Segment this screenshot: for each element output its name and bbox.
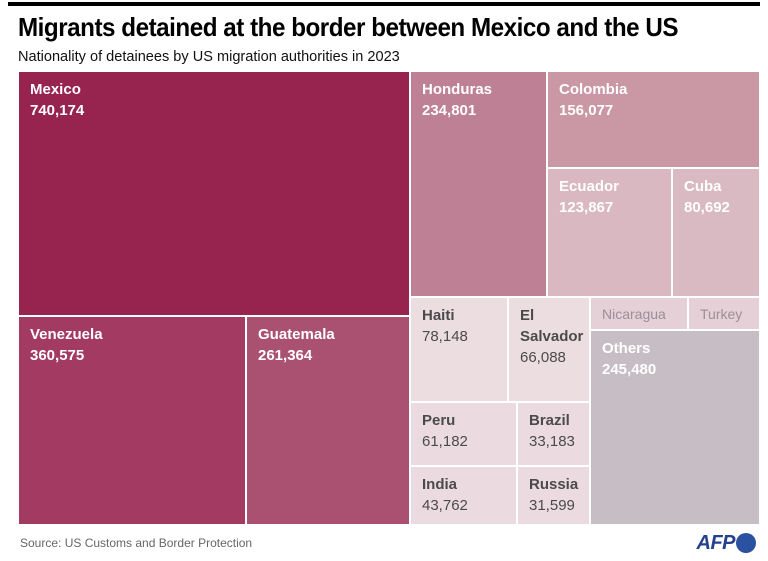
cell-value-label: 31,599 bbox=[529, 497, 575, 514]
cell-value-label: 156,077 bbox=[559, 102, 614, 119]
cell-value-label: 245,480 bbox=[602, 361, 657, 378]
source-credit: Source: US Customs and Border Protection bbox=[20, 536, 253, 550]
cell-value-label: 234,801 bbox=[422, 102, 477, 119]
treemap-cell-el-salvador: El Salvador 66,088 bbox=[508, 297, 590, 402]
footer: Source: US Customs and Border Protection… bbox=[0, 525, 768, 561]
cell-value-label: 78,148 bbox=[422, 328, 468, 345]
treemap-chart: Mexico 740,174 Venezuela 360,575 Guatemala 26… bbox=[18, 71, 760, 525]
cell-country-label: Others bbox=[602, 340, 651, 357]
treemap-cell-others: Others 245,480 bbox=[590, 330, 760, 525]
treemap-cell-mexico: Mexico 740,174 bbox=[18, 71, 410, 316]
treemap-cell-turkey: Turkey bbox=[688, 297, 760, 330]
top-rule bbox=[8, 2, 760, 6]
cell-value-label: 360,575 bbox=[30, 347, 85, 364]
cell-value-label: 123,867 bbox=[559, 199, 614, 216]
page-subtitle: Nationality of detainees by US migration… bbox=[18, 48, 400, 65]
cell-value-label: 80,692 bbox=[684, 199, 730, 216]
afp-logo: AFP bbox=[696, 531, 756, 555]
cell-value-label: 43,762 bbox=[422, 497, 468, 514]
treemap-cell-colombia: Colombia 156,077 bbox=[547, 71, 760, 168]
treemap-cell-nicaragua: Nicaragua bbox=[590, 297, 688, 330]
afp-globe-icon bbox=[736, 533, 756, 553]
cell-country-label: Honduras bbox=[422, 81, 493, 98]
treemap-cell-peru: Peru 61,182 bbox=[410, 402, 517, 466]
treemap-cell-honduras: Honduras 234,801 bbox=[410, 71, 547, 297]
treemap-cell-ecuador: Ecuador 123,867 bbox=[547, 168, 672, 297]
cell-country-label: Russia bbox=[529, 476, 579, 493]
cell-country-label: Nicaragua bbox=[602, 306, 666, 322]
cell-country-label: Guatemala bbox=[258, 326, 335, 343]
cell-country-label: India bbox=[422, 476, 458, 493]
cell-value-label: 33,183 bbox=[529, 433, 575, 450]
cell-value-label: 740,174 bbox=[30, 102, 85, 119]
treemap-cell-guatemala: Guatemala 261,364 bbox=[246, 316, 410, 525]
cell-country-label: Brazil bbox=[529, 412, 570, 429]
treemap-cell-india: India 43,762 bbox=[410, 466, 517, 525]
cell-country-label: El Salvador bbox=[520, 307, 584, 345]
treemap-cell-venezuela: Venezuela 360,575 bbox=[18, 316, 246, 525]
treemap-cell-haiti: Haiti 78,148 bbox=[410, 297, 508, 402]
cell-value-label: 61,182 bbox=[422, 433, 468, 450]
treemap-cell-cuba: Cuba 80,692 bbox=[672, 168, 760, 297]
header: Migrants detained at the border between … bbox=[0, 0, 768, 65]
cell-country-label: Colombia bbox=[559, 81, 628, 98]
treemap-cell-russia: Russia 31,599 bbox=[517, 466, 590, 525]
afp-logo-text: AFP bbox=[696, 531, 736, 554]
cell-country-label: Haiti bbox=[422, 307, 455, 324]
cell-country-label: Cuba bbox=[684, 178, 722, 195]
cell-country-label: Venezuela bbox=[30, 326, 103, 343]
cell-country-label: Peru bbox=[422, 412, 456, 429]
cell-value-label: 66,088 bbox=[520, 349, 566, 366]
page-title: Migrants detained at the border between … bbox=[18, 12, 679, 42]
cell-value-label: 261,364 bbox=[258, 347, 313, 364]
treemap-cell-brazil: Brazil 33,183 bbox=[517, 402, 590, 466]
cell-country-label: Mexico bbox=[30, 81, 81, 98]
cell-country-label: Turkey bbox=[700, 306, 743, 322]
cell-country-label: Ecuador bbox=[559, 178, 620, 195]
